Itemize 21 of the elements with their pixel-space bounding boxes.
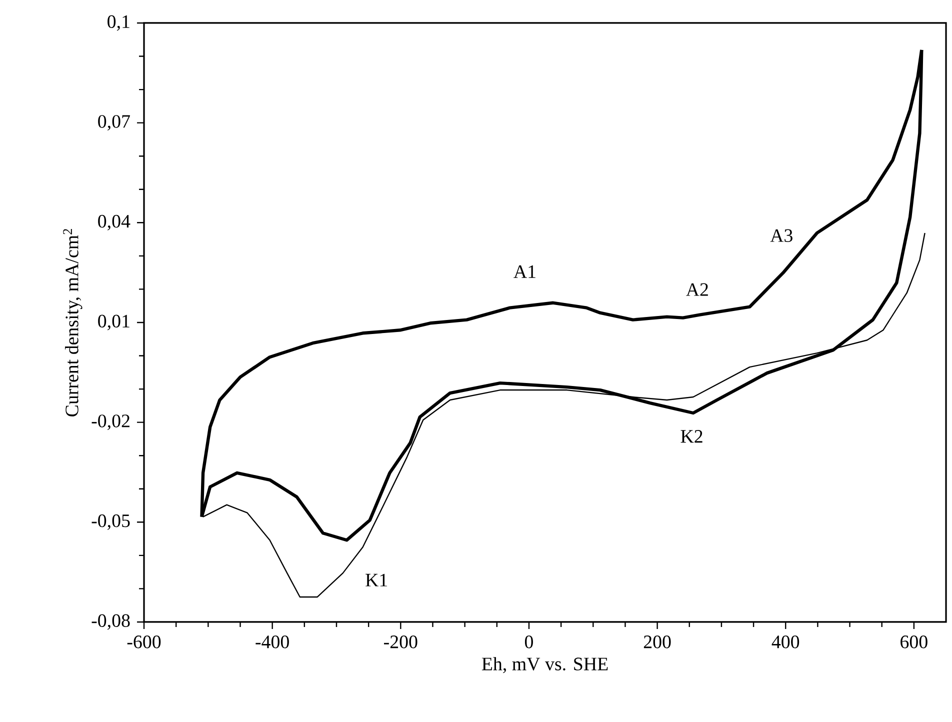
y-tick-label: 0,01 xyxy=(98,314,130,330)
y-tick-label: 0,07 xyxy=(98,115,130,131)
x-tick-label: -600 xyxy=(127,636,161,648)
y-tick-label: -0,05 xyxy=(92,514,130,530)
x-tick-label: 400 xyxy=(772,636,800,648)
x-tick-label: 600 xyxy=(900,636,928,648)
x-tick-label: -200 xyxy=(384,636,418,648)
annotation: K1 xyxy=(366,574,388,586)
x-tick-label: -400 xyxy=(256,636,289,648)
x-tick-label: 200 xyxy=(644,636,671,648)
y-tick-label: -0,08 xyxy=(92,614,130,630)
annotation: K2 xyxy=(680,430,702,443)
y-tick-label: 0,04 xyxy=(98,214,130,230)
x-axis-title: Eh, mV vs. SHE xyxy=(482,657,608,674)
y-axis-title: Current density, mA/cm$^{2}$ xyxy=(63,229,82,416)
annotation: A1 xyxy=(514,265,536,278)
y-tick-label: 0,1 xyxy=(108,15,130,31)
annotation: A3 xyxy=(770,229,792,242)
x-tick-label: 0 xyxy=(524,636,533,648)
y-tick-label: -0,02 xyxy=(92,414,130,430)
annotation: A2 xyxy=(686,283,708,296)
